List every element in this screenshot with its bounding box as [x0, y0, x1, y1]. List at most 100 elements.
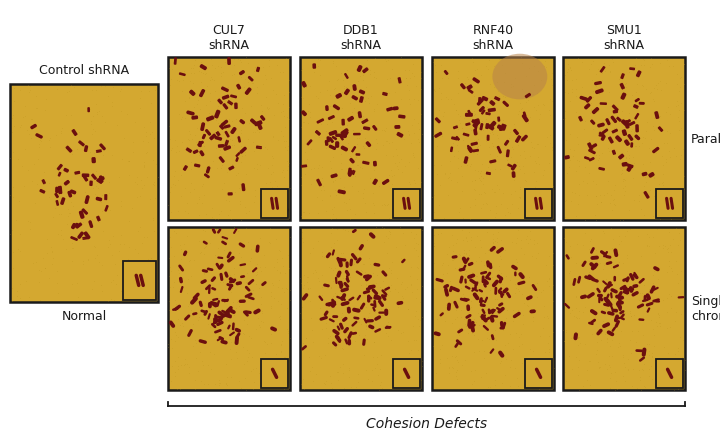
Point — [104, 190, 115, 197]
Point — [116, 156, 127, 163]
Point — [624, 70, 635, 77]
Point — [51, 268, 63, 275]
Point — [590, 193, 602, 200]
Point — [192, 101, 203, 108]
Point — [598, 229, 609, 236]
Point — [231, 354, 243, 361]
Point — [277, 69, 289, 76]
Point — [19, 147, 31, 154]
Point — [532, 141, 544, 148]
Point — [663, 198, 675, 205]
Point — [605, 69, 616, 76]
Point — [573, 314, 585, 321]
Point — [352, 378, 364, 385]
Point — [371, 272, 382, 279]
Point — [235, 127, 246, 134]
Point — [415, 190, 426, 197]
Point — [404, 75, 415, 82]
Point — [560, 378, 572, 385]
Point — [148, 228, 160, 235]
Point — [363, 95, 374, 102]
Point — [89, 254, 101, 261]
Point — [233, 228, 244, 235]
Point — [405, 181, 416, 188]
Point — [282, 167, 293, 174]
Point — [459, 283, 471, 290]
Point — [92, 185, 104, 192]
Point — [629, 279, 641, 286]
Point — [121, 111, 132, 118]
Point — [344, 100, 356, 107]
Point — [174, 385, 186, 392]
Point — [518, 207, 529, 214]
Point — [483, 57, 495, 64]
Point — [279, 113, 290, 120]
Point — [671, 225, 683, 232]
Point — [40, 96, 52, 103]
Point — [616, 170, 627, 177]
Point — [380, 233, 392, 240]
Point — [671, 99, 683, 106]
Point — [245, 368, 256, 375]
Point — [365, 296, 377, 303]
Point — [413, 136, 424, 143]
Point — [492, 229, 503, 236]
Point — [670, 309, 682, 316]
Point — [114, 88, 126, 95]
Point — [213, 144, 225, 151]
Point — [116, 258, 127, 265]
Point — [388, 172, 400, 179]
Point — [539, 143, 551, 150]
Point — [672, 114, 684, 121]
Point — [573, 192, 585, 199]
Point — [26, 178, 37, 185]
Point — [583, 261, 595, 268]
Point — [183, 209, 194, 216]
Point — [498, 93, 509, 100]
Point — [405, 263, 417, 270]
Point — [621, 148, 633, 155]
Point — [486, 274, 498, 281]
Point — [328, 240, 340, 247]
Point — [408, 336, 420, 343]
Point — [148, 182, 160, 189]
Point — [189, 385, 201, 392]
Point — [199, 245, 210, 252]
Point — [215, 279, 226, 286]
Point — [351, 154, 362, 161]
Point — [374, 386, 385, 393]
Point — [477, 175, 489, 182]
Point — [397, 169, 408, 176]
Point — [633, 366, 644, 373]
Point — [672, 280, 683, 287]
Point — [243, 208, 255, 215]
Point — [472, 273, 483, 280]
Point — [572, 141, 584, 148]
Point — [653, 312, 665, 319]
Point — [605, 201, 616, 208]
Point — [514, 100, 526, 107]
Point — [678, 81, 690, 88]
Point — [194, 250, 206, 257]
Point — [269, 371, 281, 378]
Point — [320, 129, 332, 136]
Bar — [10, 85, 158, 302]
Point — [283, 89, 294, 96]
Point — [351, 247, 362, 254]
Point — [662, 370, 674, 377]
Point — [353, 319, 364, 326]
Point — [341, 200, 352, 207]
Point — [458, 247, 469, 254]
Point — [379, 128, 391, 135]
Point — [397, 295, 409, 302]
Point — [585, 101, 596, 108]
Point — [76, 171, 88, 178]
Point — [460, 234, 472, 241]
Point — [200, 211, 212, 218]
Point — [482, 164, 494, 171]
Point — [227, 329, 238, 336]
Point — [387, 153, 398, 160]
Point — [163, 123, 174, 130]
Point — [312, 210, 324, 217]
Point — [24, 219, 36, 226]
